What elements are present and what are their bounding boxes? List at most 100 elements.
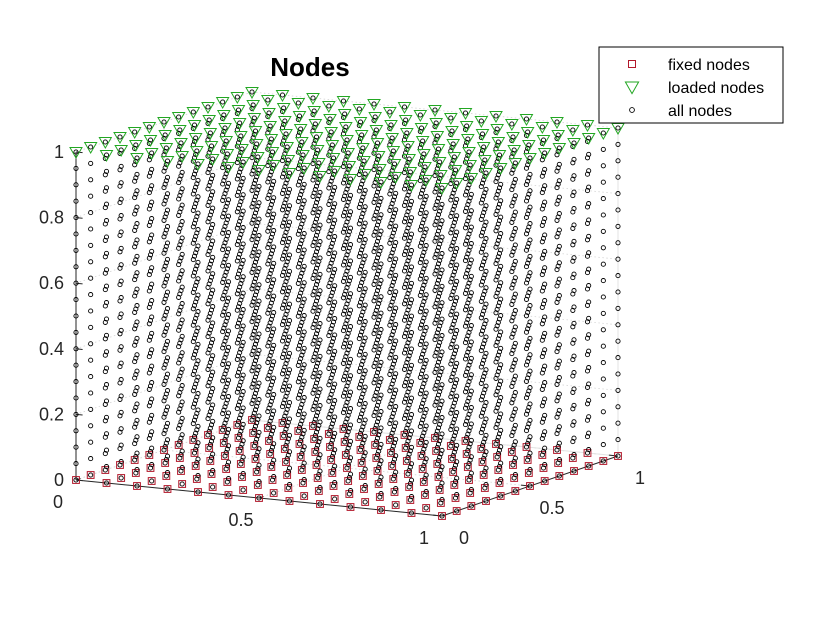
node-marker bbox=[360, 211, 366, 217]
node-marker bbox=[418, 256, 425, 262]
node-marker bbox=[360, 309, 366, 315]
node-marker bbox=[437, 257, 443, 263]
node-marker bbox=[223, 351, 229, 357]
node-marker bbox=[464, 205, 470, 211]
node-marker bbox=[177, 389, 183, 395]
node-marker bbox=[117, 298, 123, 304]
node-marker bbox=[371, 232, 377, 238]
node-marker bbox=[481, 210, 487, 216]
node-marker bbox=[371, 331, 377, 337]
fixed-node-marker bbox=[553, 446, 561, 454]
node-marker bbox=[449, 243, 455, 249]
node-marker bbox=[282, 216, 288, 222]
node-marker bbox=[417, 243, 423, 249]
node-marker bbox=[191, 434, 198, 440]
node-marker bbox=[220, 279, 226, 285]
node-marker bbox=[615, 207, 621, 213]
node-marker bbox=[279, 190, 286, 196]
loaded-node-marker bbox=[157, 117, 171, 130]
node-marker bbox=[117, 446, 123, 452]
node-marker bbox=[361, 306, 367, 312]
node-marker bbox=[234, 356, 240, 362]
node-marker bbox=[465, 415, 471, 421]
node-marker bbox=[371, 429, 377, 435]
node-marker bbox=[405, 291, 411, 297]
node-marker bbox=[615, 338, 621, 344]
fixed-node-marker bbox=[405, 483, 414, 491]
node-marker bbox=[208, 455, 215, 461]
node-marker bbox=[251, 295, 257, 301]
node-marker bbox=[417, 178, 423, 184]
fixed-node-marker bbox=[524, 469, 533, 477]
node-marker bbox=[390, 394, 396, 400]
loaded-node-marker bbox=[296, 150, 310, 163]
node-marker bbox=[251, 443, 257, 449]
node-marker bbox=[311, 387, 317, 393]
node-marker bbox=[511, 393, 517, 399]
node-marker bbox=[478, 200, 484, 206]
node-marker bbox=[191, 417, 198, 423]
node-marker bbox=[283, 361, 289, 367]
node-marker bbox=[466, 182, 472, 188]
node-marker bbox=[161, 283, 167, 289]
node-marker bbox=[327, 444, 333, 450]
node-marker bbox=[478, 118, 484, 124]
node-marker bbox=[252, 276, 259, 282]
node-marker bbox=[311, 370, 317, 376]
node-marker bbox=[555, 411, 561, 417]
node-marker bbox=[437, 438, 443, 444]
node-marker bbox=[190, 437, 196, 443]
node-marker bbox=[433, 448, 439, 454]
node-marker bbox=[403, 330, 409, 336]
node-marker bbox=[283, 443, 289, 449]
node-marker bbox=[404, 261, 410, 267]
fixed-node-marker bbox=[510, 474, 519, 482]
node-marker bbox=[376, 219, 382, 225]
node-marker bbox=[387, 306, 393, 312]
node-marker bbox=[527, 401, 533, 407]
node-marker bbox=[239, 441, 245, 447]
node-marker bbox=[237, 251, 243, 257]
node-marker bbox=[312, 301, 318, 307]
node-marker bbox=[432, 304, 438, 310]
node-marker bbox=[269, 329, 276, 335]
node-marker bbox=[191, 270, 198, 276]
node-marker bbox=[327, 428, 333, 434]
node-marker bbox=[495, 319, 501, 325]
node-marker bbox=[283, 131, 289, 137]
node-marker bbox=[570, 160, 576, 166]
node-marker bbox=[284, 374, 290, 380]
node-marker bbox=[464, 435, 470, 441]
loaded-node-marker bbox=[580, 120, 595, 133]
node-marker bbox=[420, 466, 426, 472]
node-marker bbox=[493, 293, 499, 299]
node-marker bbox=[494, 405, 500, 411]
node-marker bbox=[523, 428, 530, 434]
node-marker bbox=[330, 401, 337, 407]
fixed-node-marker bbox=[251, 455, 260, 463]
node-marker bbox=[570, 357, 576, 363]
loaded-node-marker bbox=[216, 110, 231, 123]
fixed-node-marker bbox=[554, 459, 563, 467]
node-marker bbox=[356, 204, 362, 210]
node-marker bbox=[496, 382, 503, 388]
node-marker bbox=[401, 317, 408, 323]
node-marker bbox=[282, 266, 288, 272]
node-marker bbox=[117, 364, 123, 370]
loaded-node-marker bbox=[325, 140, 340, 153]
node-marker bbox=[571, 320, 577, 326]
node-marker bbox=[313, 216, 320, 222]
node-marker bbox=[510, 364, 516, 370]
node-marker bbox=[343, 419, 349, 425]
node-marker bbox=[420, 433, 426, 439]
node-marker bbox=[342, 111, 348, 117]
node-marker bbox=[206, 363, 212, 369]
node-marker bbox=[344, 367, 350, 373]
node-marker bbox=[361, 338, 367, 344]
node-marker bbox=[234, 94, 240, 100]
loaded-node-marker bbox=[262, 108, 276, 121]
node-marker bbox=[326, 415, 332, 421]
node-marker bbox=[206, 199, 212, 205]
node-marker bbox=[360, 342, 366, 348]
node-marker bbox=[239, 425, 245, 431]
